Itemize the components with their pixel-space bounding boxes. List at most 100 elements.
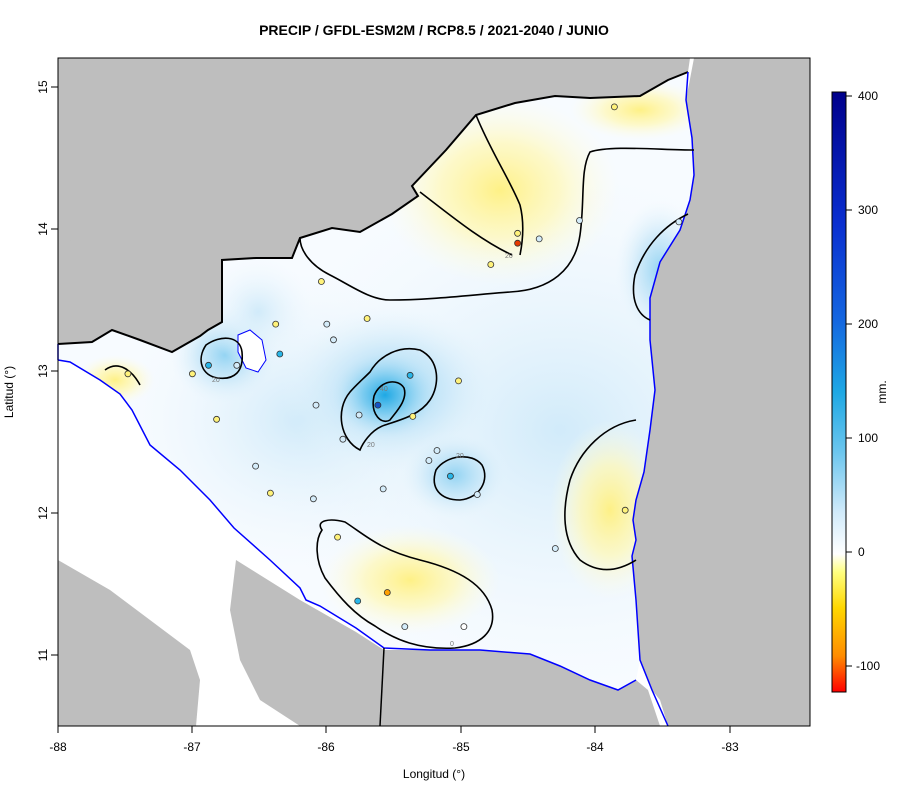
station-marker — [460, 623, 468, 630]
station-marker — [252, 462, 260, 470]
station-marker — [621, 506, 629, 514]
station-marker — [354, 597, 362, 605]
x-axis: -88 -87 -86 -85 -84 -83 — [49, 725, 739, 754]
station-marker — [213, 415, 221, 423]
contour-0-southeast — [564, 419, 637, 571]
y-axis: 11 12 13 14 15 — [36, 80, 59, 661]
colorbar-tick-label: 0 — [858, 545, 865, 559]
station-marker — [374, 401, 382, 409]
contour-0-east — [632, 213, 689, 321]
contour-label-west-20: 20 — [212, 377, 220, 384]
honduras-border — [57, 71, 689, 354]
y-tick-label: 13 — [36, 364, 50, 378]
colorbar-tick-label: 200 — [858, 317, 878, 331]
y-tick-label: 12 — [36, 506, 50, 520]
gulf-fonseca-land — [58, 238, 118, 338]
x-tick-label: -86 — [317, 740, 335, 754]
field-blue-south — [400, 430, 510, 520]
station-marker — [409, 412, 417, 420]
y-tick-label: 14 — [36, 222, 50, 236]
colorbar-tick-label: -100 — [856, 659, 880, 673]
contour-label-center-40: 40 — [380, 386, 388, 393]
caribbean-gray — [632, 58, 810, 726]
pacific-ocean-south — [58, 360, 668, 726]
colorbar: 400 300 200 100 0 -100 mm. — [831, 89, 889, 693]
station-marker — [276, 350, 284, 358]
x-tick-label: -87 — [183, 740, 201, 754]
pacific-coast — [57, 359, 637, 691]
colorbar-tick-label: 400 — [858, 89, 878, 103]
station-marker — [363, 315, 371, 322]
station-marker — [379, 485, 387, 493]
station-marker — [188, 370, 196, 378]
contour-label-north: 20 — [505, 253, 513, 260]
station-marker — [406, 371, 414, 379]
lake-managua — [237, 329, 267, 373]
field-strong-center — [330, 350, 440, 440]
x-axis-title: Longitud (°) — [403, 767, 465, 781]
station-marker — [433, 447, 441, 454]
y-tick-label: 11 — [36, 648, 50, 661]
contour-20-south — [433, 456, 486, 501]
station-marker — [334, 533, 342, 541]
station-marker — [355, 411, 363, 419]
station-marker — [455, 377, 462, 385]
station-marker — [339, 435, 347, 443]
station-marker — [233, 361, 241, 369]
station-marker — [205, 361, 212, 369]
y-axis-title: Latitud (°) — [2, 366, 16, 418]
station-marker — [535, 235, 543, 243]
colorbar-tick-label: 300 — [858, 203, 878, 217]
contour-20-north-a — [419, 191, 513, 256]
station-marker — [675, 218, 683, 226]
map-title: PRECIP / GFDL-ESM2M / RCP8.5 / 2021-2040… — [259, 22, 609, 38]
contour-label-center-20: 20 — [367, 442, 375, 449]
station-marker — [312, 401, 320, 409]
station-marker — [124, 370, 132, 378]
station-marker — [514, 229, 521, 237]
station-marker — [551, 545, 559, 552]
costa-rica-land — [230, 560, 660, 726]
contour-label-south-20: 20 — [456, 453, 464, 460]
x-tick-label: -88 — [49, 740, 67, 754]
station-marker — [473, 491, 481, 498]
x-tick-label: -85 — [452, 740, 470, 754]
station-marker — [309, 495, 317, 503]
station-marker — [425, 457, 433, 464]
honduras-land — [58, 58, 690, 352]
contour-0-south — [316, 519, 494, 650]
contour-20-center — [340, 348, 438, 452]
station-marker — [323, 320, 331, 328]
contour-20-north-b — [475, 114, 524, 256]
station-marker — [317, 278, 325, 285]
station-marker — [611, 103, 618, 111]
station-marker — [487, 261, 495, 268]
station-marker — [514, 239, 521, 247]
station-marker — [576, 217, 583, 224]
contour-0-west — [104, 365, 141, 386]
x-tick-label: -83 — [721, 740, 739, 754]
costa-rica-border — [379, 647, 385, 727]
station-markers — [124, 103, 683, 630]
station-marker — [383, 589, 391, 596]
contour-20-west — [200, 337, 243, 380]
contour-0-north — [299, 147, 695, 301]
station-marker — [330, 336, 337, 344]
nicoya-land — [58, 560, 200, 726]
contour-40-center — [372, 381, 406, 422]
y-tick-label: 15 — [36, 80, 50, 94]
colorbar-tick-label: 100 — [858, 431, 878, 445]
colorbar-scale — [831, 91, 847, 693]
station-marker — [272, 320, 280, 328]
station-marker — [401, 623, 409, 630]
field-yellow-south — [320, 525, 500, 635]
station-marker — [446, 472, 454, 480]
contour-label-south-0: 0 — [450, 641, 454, 648]
x-tick-label: -84 — [586, 740, 604, 754]
contour-label-group: 20 40 20 20 0 20 — [212, 253, 513, 648]
colorbar-unit-label: mm. — [875, 380, 889, 403]
caribbean-coast — [631, 71, 695, 727]
contour-lines — [104, 114, 695, 650]
station-marker — [266, 489, 274, 497]
